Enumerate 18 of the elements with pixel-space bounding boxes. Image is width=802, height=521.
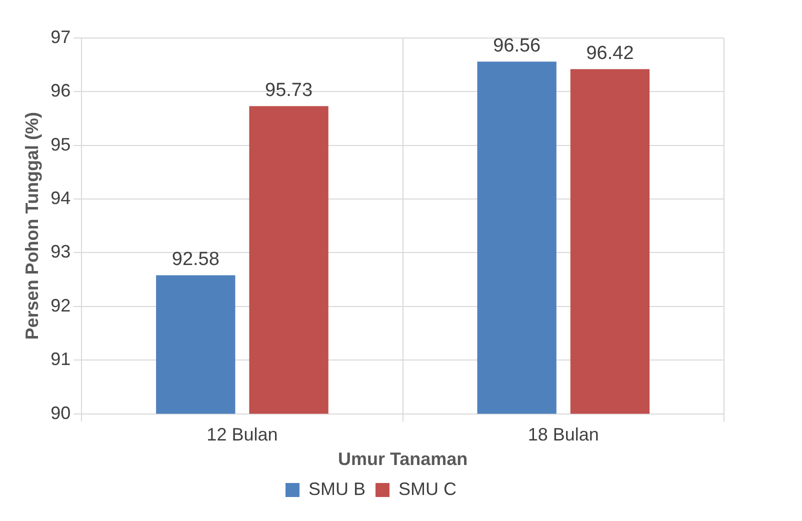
- y-tick-label: 91: [50, 349, 71, 370]
- y-tick-label: 93: [50, 242, 71, 262]
- legend-label: SMU B: [308, 478, 366, 499]
- data-label: 96.56: [493, 35, 541, 56]
- data-label: 92.58: [172, 249, 220, 270]
- data-label: 95.73: [265, 80, 313, 101]
- y-tick-label: 94: [50, 188, 71, 208]
- x-tick-label: 12 Bulan: [206, 424, 278, 445]
- x-tick-label: 18 Bulan: [528, 424, 599, 445]
- y-tick-label: 97: [50, 26, 71, 47]
- x-axis-title: Umur Tanaman: [338, 449, 468, 470]
- y-tick-label: 92: [50, 295, 71, 316]
- y-axis-title: Persen Pohon Tunggal (%): [22, 112, 42, 340]
- legend-label: SMU C: [398, 478, 457, 499]
- y-tick-label: 90: [50, 402, 71, 423]
- y-tick-label: 95: [50, 134, 71, 154]
- y-tick-label: 96: [50, 80, 71, 101]
- data-label: 96.42: [586, 42, 634, 64]
